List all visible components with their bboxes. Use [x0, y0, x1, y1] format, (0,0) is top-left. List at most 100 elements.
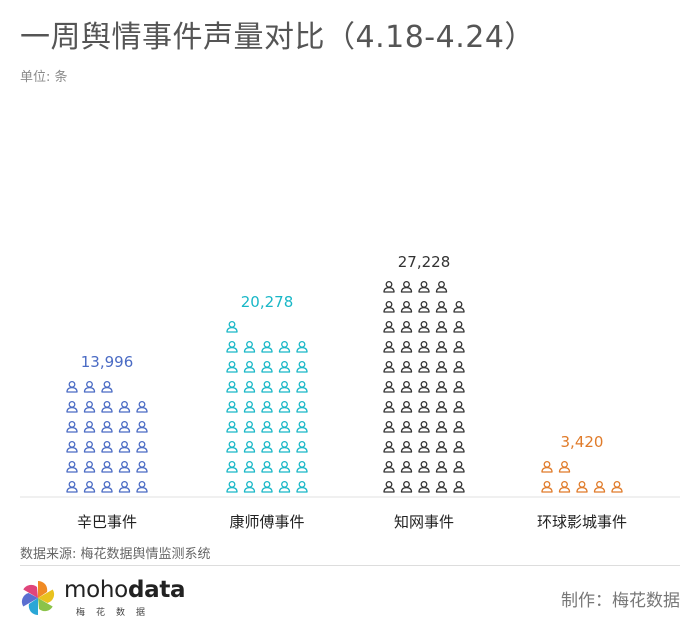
person-icon	[296, 460, 308, 473]
category-label: 知网事件	[394, 513, 454, 531]
person-icon	[83, 400, 96, 413]
person-icon	[453, 360, 465, 373]
person-icon	[418, 340, 430, 353]
person-icon	[296, 380, 308, 393]
person-icon	[83, 420, 96, 433]
person-icon	[243, 420, 256, 433]
person-icon	[400, 420, 413, 433]
person-icon	[418, 400, 430, 413]
person-icon	[541, 480, 553, 493]
person-icon	[226, 480, 238, 493]
person-icon	[243, 480, 256, 493]
person-icon	[383, 340, 395, 353]
person-icon	[400, 340, 413, 353]
person-icon	[383, 360, 395, 373]
data-source-note: 数据来源: 梅花数据舆情监测系统	[20, 547, 211, 562]
bar-4	[541, 460, 623, 493]
person-icon	[136, 440, 148, 453]
person-icon	[453, 460, 465, 473]
person-icon	[278, 380, 291, 393]
person-icon	[383, 280, 395, 293]
credit-label: 制作：梅花数据	[561, 591, 680, 611]
person-icon	[261, 380, 273, 393]
chart-title: 一周舆情事件声量对比（4.18-4.24）	[20, 20, 535, 55]
person-icon	[453, 340, 465, 353]
person-icon	[418, 280, 430, 293]
person-icon	[383, 480, 395, 493]
value-label: 3,420	[561, 433, 604, 451]
person-icon	[400, 280, 413, 293]
person-icon	[261, 420, 273, 433]
person-icon	[101, 380, 113, 393]
bar-1	[66, 380, 148, 493]
person-icon	[261, 340, 273, 353]
person-icon	[435, 460, 448, 473]
bar-2	[226, 320, 308, 493]
person-icon	[453, 320, 465, 333]
person-icon	[435, 360, 448, 373]
value-label: 27,228	[398, 253, 451, 271]
person-icon	[453, 420, 465, 433]
category-label: 环球影城事件	[537, 513, 627, 531]
person-icon	[435, 480, 448, 493]
person-icon	[296, 400, 308, 413]
person-icon	[418, 320, 430, 333]
person-icon	[118, 400, 131, 413]
bar-3	[383, 280, 465, 493]
pinwheel-logo-icon	[21, 580, 55, 616]
person-icon	[576, 480, 588, 493]
person-icon	[66, 400, 78, 413]
person-icon	[278, 360, 291, 373]
person-icon	[558, 480, 571, 493]
person-icon	[593, 480, 606, 493]
person-icon	[243, 400, 256, 413]
footer-divider	[20, 565, 680, 566]
person-icon	[261, 360, 273, 373]
value-label: 20,278	[241, 293, 294, 311]
person-icon	[435, 340, 448, 353]
person-icon	[418, 360, 430, 373]
person-icon	[261, 400, 273, 413]
person-icon	[383, 320, 395, 333]
person-icon	[453, 400, 465, 413]
person-icon	[66, 460, 78, 473]
person-icon	[400, 360, 413, 373]
person-icon	[66, 440, 78, 453]
person-icon	[226, 400, 238, 413]
person-icon	[383, 380, 395, 393]
person-icon	[226, 320, 238, 333]
person-icon	[435, 380, 448, 393]
person-icon	[261, 440, 273, 453]
unit-label: 单位: 条	[20, 70, 68, 85]
person-icon	[243, 360, 256, 373]
person-icon	[558, 460, 571, 473]
person-icon	[243, 380, 256, 393]
person-icon	[136, 480, 148, 493]
person-icon	[278, 340, 291, 353]
person-icon	[278, 440, 291, 453]
person-icon	[400, 300, 413, 313]
person-icon	[541, 460, 553, 473]
person-icon	[418, 440, 430, 453]
person-icon	[611, 480, 623, 493]
category-label: 辛巴事件	[77, 513, 137, 531]
person-icon	[83, 380, 96, 393]
person-icon	[435, 420, 448, 433]
person-icon	[101, 460, 113, 473]
person-icon	[296, 420, 308, 433]
person-icon	[296, 440, 308, 453]
person-icon	[418, 300, 430, 313]
person-icon	[453, 480, 465, 493]
person-icon	[226, 380, 238, 393]
person-icon	[400, 380, 413, 393]
person-icon	[435, 280, 448, 293]
person-icon	[101, 480, 113, 493]
person-icon	[226, 340, 238, 353]
person-icon	[278, 460, 291, 473]
person-icon	[400, 320, 413, 333]
person-icon	[243, 340, 256, 353]
person-icon	[118, 420, 131, 433]
person-icon	[435, 300, 448, 313]
person-icon	[101, 440, 113, 453]
person-icon	[418, 460, 430, 473]
